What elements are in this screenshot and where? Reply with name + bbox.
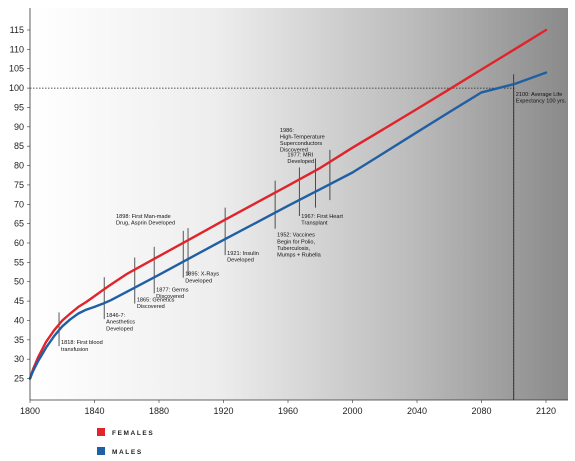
- y-tick-label: 75: [14, 180, 24, 190]
- annotation-text: 1865: Genetics: [137, 298, 175, 304]
- y-tick-label: 30: [14, 354, 24, 364]
- annotation-text: Expectancy 100 yrs.: [516, 99, 567, 105]
- annotation-text: 2100: Average Life: [516, 92, 563, 98]
- annotation-text: 1921: Insulin: [227, 251, 259, 257]
- y-tick-label: 65: [14, 219, 24, 229]
- annotation-text: Tuberculosis,: [277, 246, 311, 252]
- legend-swatch-males: [97, 447, 105, 455]
- annotation-text: Discovered: [137, 304, 165, 310]
- annotation-text: High-Temperature: [280, 134, 325, 140]
- x-tick-label: 2040: [407, 406, 427, 416]
- y-tick-label: 50: [14, 277, 24, 287]
- annotation-text: Begin for Polio,: [277, 239, 315, 245]
- annotation-text: Mumps + Rubella: [277, 252, 322, 258]
- annotation-text: Anesthetics: [106, 320, 135, 326]
- annotation-text: 1877: Germs: [156, 287, 189, 293]
- series-line-males: [28, 71, 548, 380]
- annotation-text: 1846-7:: [106, 313, 125, 319]
- x-tick-label: 2000: [342, 406, 362, 416]
- annotation-text: Drug, Asprin Developed: [116, 221, 175, 227]
- y-tick-label: 80: [14, 161, 24, 171]
- y-tick-label: 60: [14, 238, 24, 248]
- y-tick-label: 90: [14, 122, 24, 132]
- y-tick-label: 110: [10, 44, 24, 54]
- x-tick-label: 2080: [471, 406, 491, 416]
- annotation-text: 1967: First Heart: [301, 214, 343, 220]
- y-tick-label: 105: [9, 64, 24, 74]
- legend-label-males: MALES: [112, 449, 143, 456]
- x-tick-label: 1840: [84, 406, 104, 416]
- x-tick-label: 1920: [213, 406, 233, 416]
- y-tick-label: 95: [14, 102, 24, 112]
- x-tick-label: 1960: [278, 406, 298, 416]
- annotation-text: Developed: [287, 159, 314, 165]
- y-tick-label: 115: [10, 25, 24, 35]
- legend-swatch-females: [97, 428, 105, 436]
- annotation-text: Developed: [227, 258, 254, 264]
- y-tick-label: 35: [14, 335, 24, 345]
- x-tick-label: 1800: [20, 406, 40, 416]
- annotation-text: 1898: First Man-made: [116, 214, 171, 220]
- y-tick-label: 70: [14, 199, 24, 209]
- annotation-text: Discovered: [156, 294, 184, 300]
- y-tick-label: 45: [14, 296, 24, 306]
- annotation-text: 1986:: [280, 128, 294, 134]
- annotation-text: Discovered: [280, 148, 308, 154]
- annotation-text: 1818: First blood: [61, 340, 103, 346]
- x-tick-label: 1880: [149, 406, 169, 416]
- y-tick-label: 55: [14, 257, 24, 267]
- annotation-text: Superconductors: [280, 141, 322, 147]
- annotation-text: transfusion: [61, 347, 88, 353]
- y-tick-label: 25: [14, 374, 24, 384]
- legend-label-females: FEMALES: [112, 430, 154, 437]
- annotation-text: 1895: X-Rays: [185, 272, 219, 278]
- annotation-text: Developed: [185, 278, 212, 284]
- annotation-text: 1977: MRI: [287, 153, 313, 159]
- y-tick-label: 85: [14, 141, 24, 151]
- y-tick-label: 100: [9, 83, 24, 93]
- annotation-text: Developed: [106, 326, 133, 332]
- annotation-text: Transplant: [301, 221, 328, 227]
- x-tick-label: 2120: [536, 406, 556, 416]
- annotation-text: 1952: Vaccines: [277, 233, 315, 239]
- series-line-females: [28, 28, 548, 380]
- y-tick-label: 40: [14, 315, 24, 325]
